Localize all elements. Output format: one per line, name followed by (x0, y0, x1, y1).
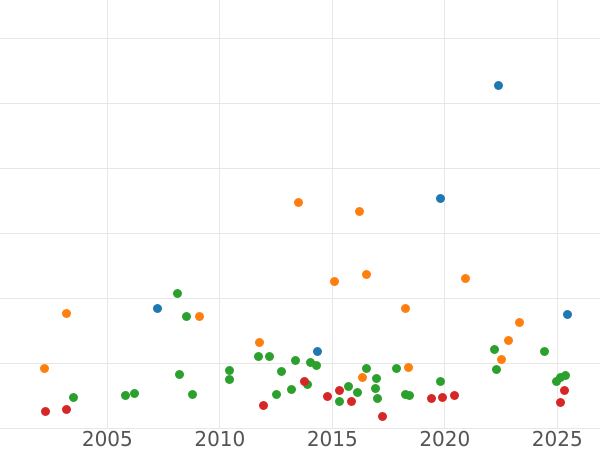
data-point-red (62, 405, 72, 415)
data-point-orange (460, 274, 470, 284)
data-point-green (405, 390, 415, 400)
data-point-green (225, 365, 235, 375)
data-point-green (551, 376, 561, 386)
horizontal-gridline (0, 37, 600, 39)
data-point-green (489, 344, 499, 354)
data-point-red (299, 376, 309, 386)
data-point-green (287, 385, 297, 395)
data-point-orange (361, 269, 371, 279)
data-point-green (334, 396, 344, 406)
data-point-green (391, 363, 401, 373)
data-point-red (556, 398, 566, 408)
data-point-red (346, 397, 356, 407)
x-tick-label: 2025 (531, 427, 583, 450)
horizontal-gridline (0, 363, 600, 364)
data-point-red (438, 392, 448, 402)
data-point-green (435, 377, 445, 387)
data-point-green (290, 355, 300, 365)
data-point-green (371, 373, 381, 383)
horizontal-gridline (0, 232, 600, 234)
data-point-orange (39, 363, 49, 373)
data-point-red (426, 394, 436, 404)
data-point-green (540, 346, 550, 356)
data-point-orange (195, 312, 205, 322)
data-point-green (129, 388, 139, 398)
vertical-gridline (331, 0, 333, 429)
data-point-green (271, 389, 281, 399)
data-point-orange (354, 207, 364, 217)
vertical-gridline (219, 0, 221, 429)
data-point-orange (294, 198, 304, 208)
x-tick-label: 2010 (194, 427, 246, 450)
x-tick-label: 2005 (81, 427, 133, 450)
data-point-orange (404, 362, 414, 372)
data-point-orange (330, 277, 340, 287)
data-point-blue (562, 309, 572, 319)
horizontal-gridline (0, 428, 600, 430)
data-point-blue (313, 347, 323, 357)
data-point-green (492, 364, 501, 374)
data-point-green (560, 370, 570, 380)
horizontal-gridline (0, 102, 600, 104)
data-point-green (172, 288, 182, 298)
data-point-orange (358, 372, 368, 382)
data-point-green (370, 383, 380, 393)
data-point-green (303, 380, 313, 390)
x-tick-label: 2020 (419, 427, 471, 450)
data-point-red (559, 386, 569, 396)
data-point-blue (153, 303, 163, 313)
data-point-orange (400, 304, 410, 314)
vertical-gridline (556, 0, 558, 429)
data-point-red (323, 392, 333, 402)
data-point-green (181, 312, 191, 322)
data-point-green (306, 358, 316, 368)
horizontal-gridline (0, 297, 600, 299)
data-point-red (450, 390, 460, 400)
data-point-red (378, 412, 388, 422)
data-point-green (312, 360, 322, 370)
x-tick-label: 2015 (306, 427, 358, 450)
data-point-red (40, 407, 50, 417)
data-point-green (225, 375, 235, 385)
data-point-red (334, 385, 344, 395)
data-point-orange (62, 308, 72, 318)
data-point-red (259, 401, 269, 411)
data-point-green (352, 387, 362, 397)
data-point-green (188, 389, 198, 399)
data-point-orange (254, 338, 264, 348)
data-point-green (253, 351, 263, 361)
data-point-green (361, 364, 371, 374)
data-point-blue (494, 81, 504, 91)
data-point-green (174, 370, 184, 380)
data-point-green (264, 351, 274, 361)
data-point-green (343, 382, 353, 392)
data-point-blue (435, 194, 445, 204)
data-point-green (69, 392, 79, 402)
vertical-gridline (444, 0, 446, 429)
horizontal-gridline (0, 167, 600, 169)
data-point-green (372, 394, 382, 404)
data-point-green (120, 390, 130, 400)
data-point-orange (504, 336, 514, 346)
data-point-orange (496, 355, 506, 365)
vertical-gridline (106, 0, 108, 429)
data-point-green (277, 367, 287, 377)
data-point-orange (514, 318, 524, 328)
